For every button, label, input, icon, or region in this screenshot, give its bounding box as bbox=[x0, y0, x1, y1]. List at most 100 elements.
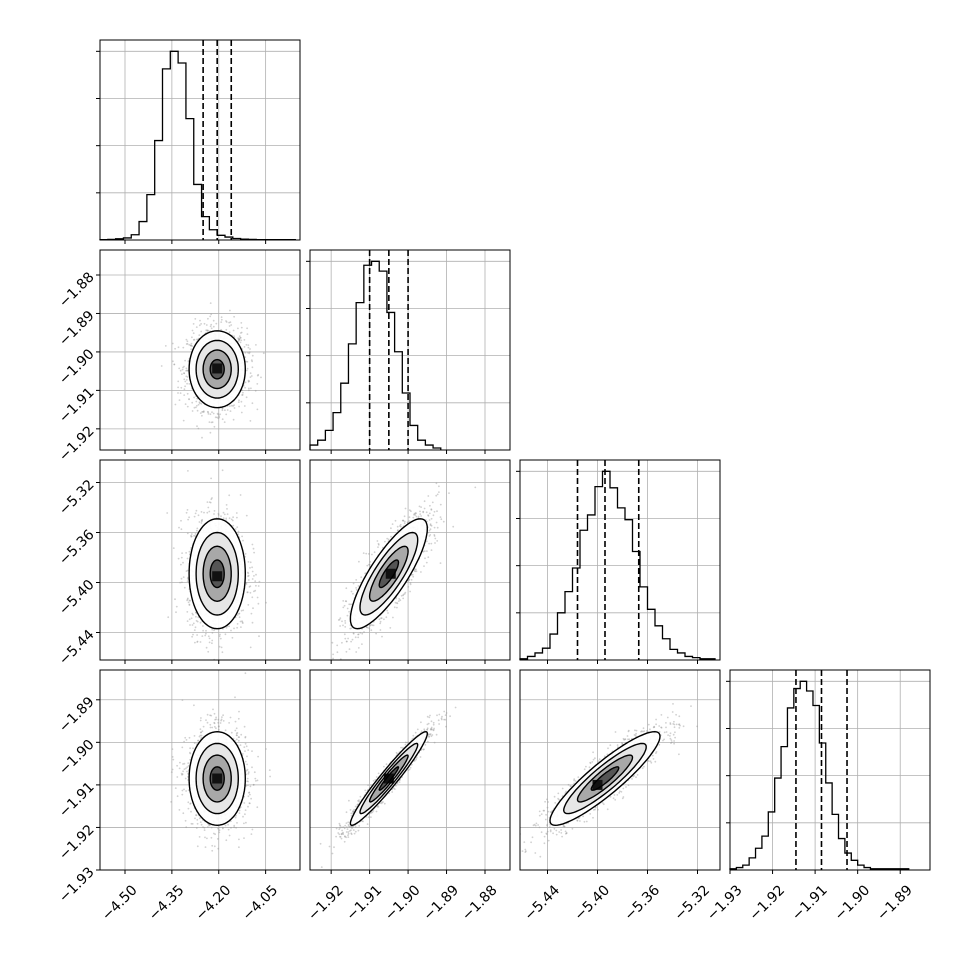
histogram-bin bbox=[318, 440, 326, 450]
contour-line bbox=[188, 518, 247, 630]
panel-frame bbox=[309, 669, 511, 871]
y-tick-label: −1.89 bbox=[56, 694, 98, 736]
histogram-bin bbox=[131, 235, 139, 240]
x-tick-label: −5.36 bbox=[621, 882, 663, 924]
x-tick-label: −1.90 bbox=[382, 882, 424, 924]
histogram-bin bbox=[610, 488, 618, 660]
histogram-bin bbox=[813, 706, 819, 870]
histogram-bin bbox=[618, 508, 626, 660]
histogram-step bbox=[729, 680, 910, 870]
histogram-bin bbox=[170, 51, 178, 240]
x-tick-label: −1.90 bbox=[832, 882, 874, 924]
histogram-bin bbox=[310, 445, 318, 450]
joint-content bbox=[166, 469, 267, 660]
histogram-bin bbox=[781, 747, 787, 870]
histogram-step bbox=[309, 260, 442, 450]
x-tick-label: −4.05 bbox=[240, 882, 282, 924]
panel-frame bbox=[99, 459, 301, 661]
histogram-bin bbox=[800, 681, 806, 870]
density-peak bbox=[212, 363, 223, 374]
histogram-bin bbox=[155, 141, 163, 240]
contour-line bbox=[378, 766, 400, 791]
y-tick-label: −1.89 bbox=[56, 308, 98, 350]
panel-frame bbox=[729, 669, 931, 871]
contour-line bbox=[562, 742, 647, 815]
contour-line bbox=[368, 545, 409, 602]
histogram-bin bbox=[743, 865, 749, 870]
panel-frame bbox=[309, 459, 511, 661]
x-tick-label: −4.35 bbox=[146, 882, 188, 924]
y-tick-label: −5.40 bbox=[56, 577, 98, 619]
density-peak bbox=[592, 779, 603, 790]
y-tick-label: −5.44 bbox=[56, 627, 98, 669]
histogram-bin bbox=[768, 812, 774, 870]
histogram-bin bbox=[839, 839, 845, 870]
histogram-bin bbox=[794, 689, 800, 870]
joint-panel-r2-c1 bbox=[309, 459, 511, 664]
histogram-step bbox=[99, 50, 296, 241]
density-peak bbox=[212, 571, 223, 582]
joint-panel-r3-c2 bbox=[519, 669, 721, 874]
histogram-bin bbox=[528, 656, 536, 660]
histogram-bin bbox=[807, 691, 813, 870]
contour-line bbox=[209, 358, 225, 380]
x-tick-label: −5.40 bbox=[571, 882, 613, 924]
panel-frame bbox=[519, 669, 721, 871]
contour-line bbox=[188, 330, 247, 409]
histogram-bin bbox=[858, 865, 864, 870]
histogram-bin bbox=[588, 515, 596, 660]
y-tick-label: −1.90 bbox=[56, 737, 98, 779]
y-tick-label: −5.36 bbox=[56, 527, 98, 569]
x-tick-label: −4.50 bbox=[99, 882, 141, 924]
histogram-bin bbox=[147, 195, 155, 240]
histogram-bin bbox=[826, 783, 832, 870]
joint-content bbox=[170, 672, 271, 852]
y-tick-label: −1.91 bbox=[56, 779, 98, 821]
contour-line bbox=[195, 531, 240, 616]
x-tick-label: −1.91 bbox=[789, 882, 831, 924]
histogram-bin bbox=[655, 626, 663, 660]
contour-line bbox=[359, 531, 419, 616]
joint-content bbox=[160, 302, 265, 450]
marginal-panel-1 bbox=[306, 249, 511, 454]
histogram-bin bbox=[348, 344, 356, 450]
joint-panel-r2-c0 bbox=[96, 459, 301, 664]
histogram-bin bbox=[775, 778, 781, 870]
histogram-bin bbox=[851, 860, 857, 870]
panel-frame bbox=[99, 39, 301, 241]
histogram-bin bbox=[379, 271, 387, 450]
histogram-bin bbox=[209, 230, 217, 240]
histogram-step bbox=[519, 470, 716, 660]
contour-line bbox=[590, 766, 620, 791]
contour-line bbox=[202, 754, 232, 803]
contour-line bbox=[359, 742, 419, 815]
histogram-bin bbox=[178, 63, 186, 240]
contour-line bbox=[368, 754, 409, 803]
x-tick-label: −4.20 bbox=[193, 882, 235, 924]
y-tick-label: −1.90 bbox=[56, 346, 98, 388]
joint-panel-r1-c0 bbox=[96, 249, 301, 454]
y-tick-label: −1.91 bbox=[56, 385, 98, 427]
density-peak bbox=[212, 773, 223, 784]
histogram-bin bbox=[685, 656, 693, 660]
histogram-bin bbox=[580, 530, 588, 660]
histogram-bin bbox=[550, 634, 558, 660]
histogram-bin bbox=[756, 848, 762, 870]
contour-line bbox=[378, 559, 400, 589]
x-tick-label: −5.44 bbox=[521, 882, 563, 924]
contour-line bbox=[349, 730, 429, 827]
histogram-bin bbox=[573, 568, 581, 660]
x-tick-label: −1.89 bbox=[874, 882, 916, 924]
contour-line bbox=[195, 742, 240, 815]
marginal-panel-2 bbox=[516, 459, 721, 664]
histogram-bin bbox=[395, 352, 403, 450]
histogram-bin bbox=[372, 261, 380, 450]
histogram-bin bbox=[603, 471, 611, 660]
contour-line bbox=[195, 339, 240, 399]
histogram-bin bbox=[163, 69, 171, 240]
contour-line bbox=[202, 349, 232, 390]
panel-frame bbox=[309, 249, 511, 451]
histogram-bin bbox=[749, 858, 755, 870]
x-tick-label: −1.91 bbox=[344, 882, 386, 924]
